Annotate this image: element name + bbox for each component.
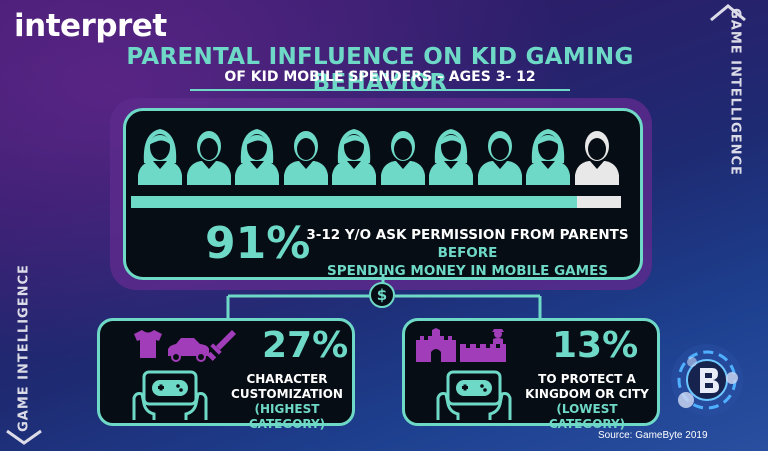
main-percent: 91% [205, 218, 311, 269]
right-line2: KINGDOM OR CITY [525, 387, 649, 401]
left-percent: 27% [262, 325, 349, 366]
chevron-down-icon [6, 429, 42, 445]
avatar-highlighted [332, 129, 376, 185]
left-line2: CUSTOMIZATION [231, 387, 343, 401]
main-description: 3-12 Y/O ASK PERMISSION FROM PARENTS BEF… [305, 226, 630, 280]
sword-icon [207, 330, 236, 361]
avatar-default [574, 131, 619, 185]
main-description-line2: SPENDING MONEY IN MOBILE GAMES [326, 263, 609, 279]
dollar-icon: $ [369, 282, 395, 308]
main-description-highlight: BEFORE [437, 245, 498, 261]
kingdom-icons [416, 328, 506, 362]
page-subtitle: OF KID MOBILE SPENDERS – AGES 3- 12 [224, 69, 536, 85]
logo: interpret [14, 8, 167, 44]
left-line1: CHARACTER [246, 372, 328, 386]
page-title: PARENTAL INFLUENCE ON KID GAMING BEHAVIO… [126, 44, 634, 96]
source-note: Source: GameByte 2019 [598, 430, 708, 441]
left-description: CHARACTER CUSTOMIZATION (HIGHEST CATEGOR… [222, 372, 352, 432]
left-note: (HIGHEST CATEGORY) [248, 402, 326, 431]
right-note: (LOWEST CATEGORY) [548, 402, 626, 431]
avatar-highlighted [186, 131, 231, 185]
title-divider [190, 89, 570, 91]
avatar-highlighted [429, 129, 473, 185]
main-description-white: 3-12 Y/O ASK PERMISSION FROM PARENTS [306, 227, 629, 243]
avatar-highlighted [283, 131, 328, 185]
castle-icon [416, 328, 456, 362]
gamepad-hands-icon [132, 370, 208, 420]
avatar-highlighted [477, 131, 522, 185]
soldier-icon [492, 329, 504, 344]
right-line1: TO PROTECT A [538, 372, 636, 386]
wall-icon [460, 344, 506, 362]
right-percent: 13% [552, 325, 639, 366]
shirt-icon [134, 330, 162, 358]
progress-fill [131, 196, 577, 208]
chevron-up-icon [710, 4, 746, 22]
customization-icons [134, 330, 236, 362]
avatar-highlighted [235, 129, 279, 185]
right-card [402, 318, 660, 426]
gamebyte-logo [671, 344, 743, 416]
avatar-highlighted [138, 129, 182, 185]
car-icon [168, 338, 209, 362]
right-description: TO PROTECT A KINGDOM OR CITY (LOWEST CAT… [522, 372, 652, 432]
gamepad-hands-icon [436, 370, 512, 420]
avatar-highlighted [526, 129, 570, 185]
avatar-highlighted [380, 131, 425, 185]
